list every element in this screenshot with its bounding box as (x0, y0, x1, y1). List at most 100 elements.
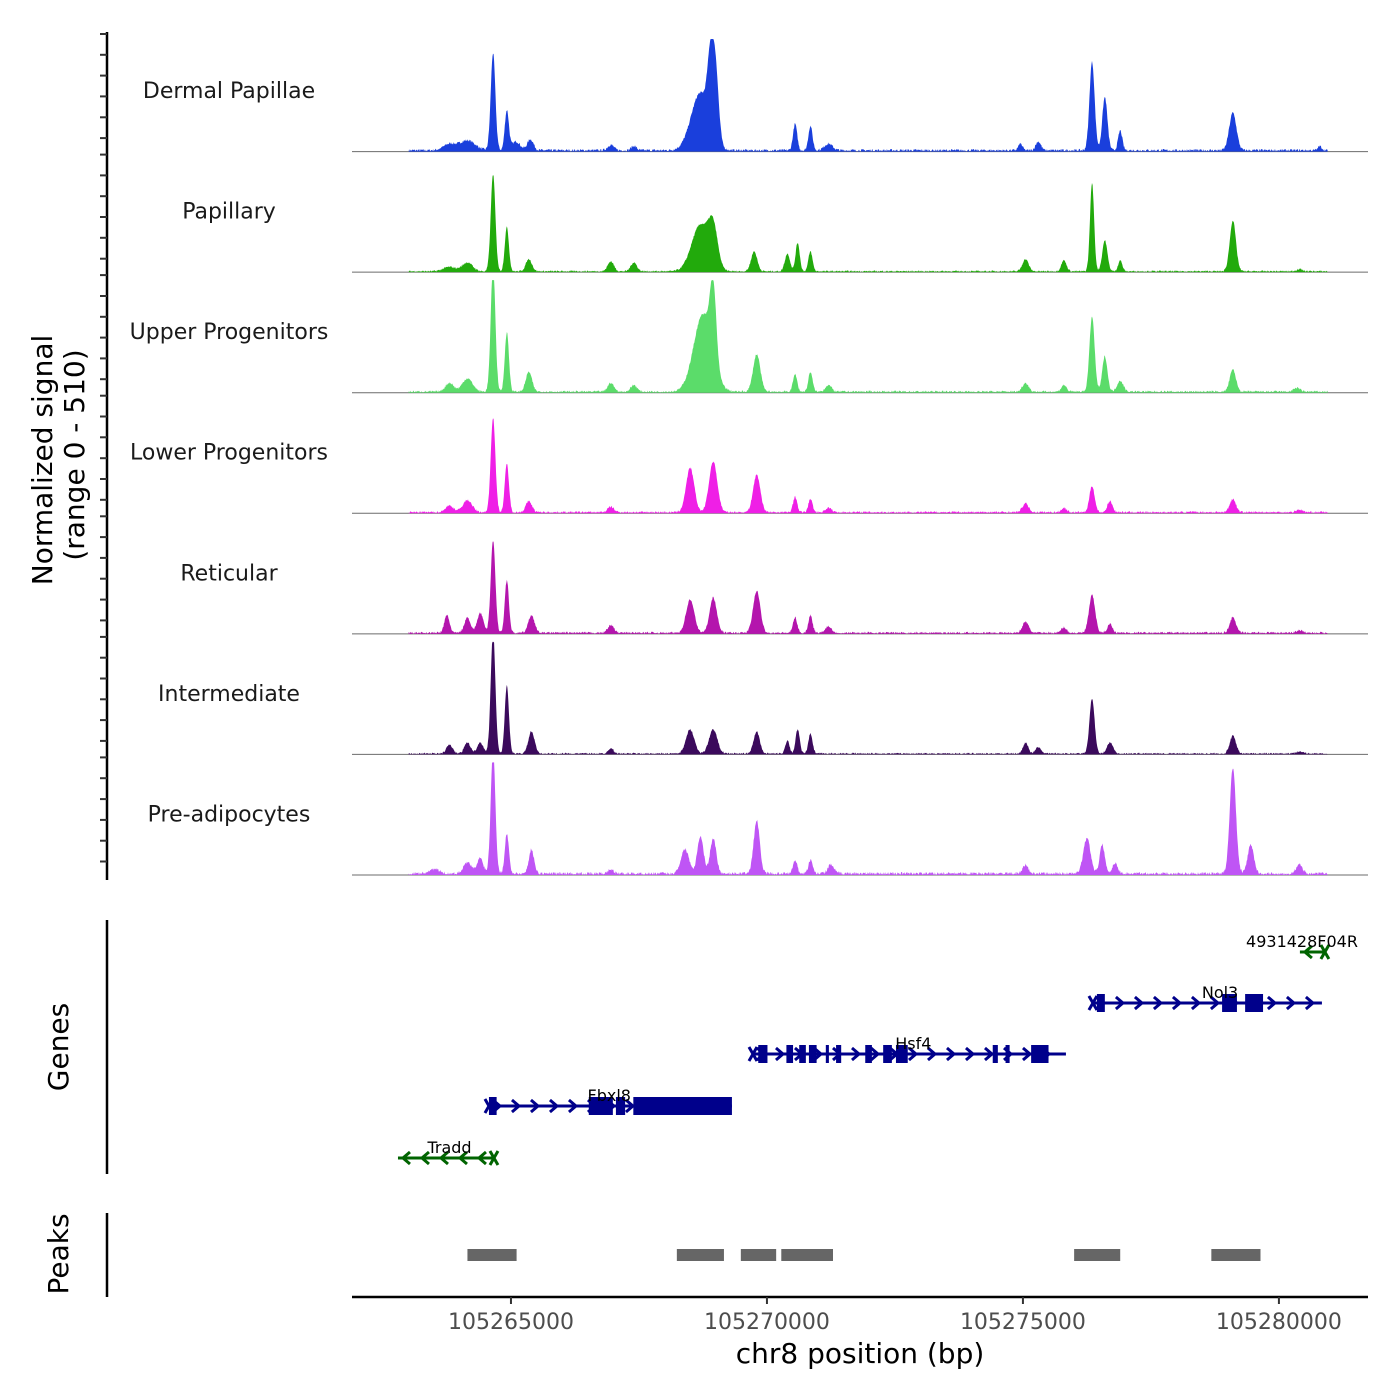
gene-exon (1031, 1045, 1049, 1063)
gene-start-cap (488, 1150, 500, 1166)
gene-start-cap (747, 1046, 759, 1062)
gene-hsf4: Hsf4 (747, 1034, 1066, 1063)
strand-arrow-icon (1190, 995, 1202, 1011)
strand-arrow-icon (1152, 995, 1164, 1011)
track-label: Pre-adipocytes (148, 802, 311, 827)
gene-exon (758, 1045, 768, 1063)
gene-exon (808, 1045, 817, 1063)
coverage-area (408, 174, 1328, 273)
gene-exon (865, 1045, 872, 1063)
gene-nol3: Nol3 (1087, 983, 1322, 1012)
strand-arrow-icon (926, 1046, 938, 1062)
coverage-track: Dermal Papillae (143, 39, 1368, 153)
coverage-area (408, 641, 1328, 755)
strand-arrow-icon (438, 1150, 449, 1166)
strand-arrow-icon (1285, 995, 1297, 1011)
gene-exon (786, 1045, 794, 1063)
gene-label: 4931428F04R (1246, 932, 1358, 951)
coverage-track: Papillary (182, 174, 1368, 273)
x-tick-label: 105275000 (960, 1310, 1086, 1335)
x-tick-label: 105280000 (1216, 1310, 1342, 1335)
gene-label: Hsf4 (895, 1034, 931, 1053)
gene-fbxl8: Fbxl8 (483, 1086, 732, 1115)
coverage-area (408, 762, 1328, 875)
strand-arrow-icon (1021, 1046, 1033, 1062)
gene-start-cap (1087, 995, 1099, 1011)
coverage-area (408, 39, 1328, 152)
strand-arrow-icon (1266, 995, 1278, 1011)
gene-exon (799, 1045, 806, 1063)
coverage-track: Upper Progenitors (130, 280, 1368, 394)
strand-arrow-icon (419, 1150, 430, 1166)
gene-start-cap (1319, 944, 1331, 960)
gene-exon (1245, 994, 1264, 1012)
strand-arrow-icon (529, 1098, 541, 1114)
strand-arrow-icon (850, 1046, 862, 1062)
strand-arrow-icon (1302, 944, 1313, 960)
y-axis-title-line1: Normalized signal (26, 335, 59, 586)
peaks-track-title: Peaks (42, 1213, 75, 1294)
strand-arrow-icon (1114, 995, 1126, 1011)
gene-exon (895, 1045, 908, 1063)
coverage-area (408, 418, 1328, 514)
track-label: Reticular (180, 561, 278, 586)
peak-region (781, 1249, 833, 1261)
gene-exon (883, 1045, 892, 1063)
track-label: Upper Progenitors (130, 320, 329, 345)
strand-arrow-icon (400, 1150, 411, 1166)
peak-region (676, 1249, 724, 1261)
track-label: Papillary (182, 200, 276, 225)
gene-label: Tradd (426, 1138, 471, 1157)
strand-arrow-icon (1304, 995, 1316, 1011)
gene-exon (992, 1045, 998, 1063)
strand-arrow-icon (624, 1098, 636, 1114)
gene-tradd: Tradd (397, 1138, 500, 1166)
peak-region (740, 1249, 777, 1261)
coverage-tracks: Dermal Papillae Papillary Upper Progenitor… (130, 39, 1368, 876)
x-axis-ticks: 105265000 105270000 105275000 105280000 (448, 1297, 1342, 1335)
gene-exon (633, 1097, 732, 1115)
gene-exon (836, 1045, 842, 1063)
strand-arrow-icon (774, 1046, 786, 1062)
gene-exon (825, 1045, 829, 1063)
strand-arrow-icon (964, 1046, 976, 1062)
coverage-area (408, 541, 1328, 634)
gene-exon (1005, 1045, 1010, 1063)
strand-arrow-icon (983, 1046, 995, 1062)
gene-exon (615, 1097, 626, 1115)
coverage-track: Reticular (180, 541, 1368, 635)
gene-4931428f04r: 4931428F04R (1246, 932, 1358, 960)
coverage-track: Intermediate (158, 641, 1368, 755)
strand-arrow-icon (476, 1150, 487, 1166)
coverage-area (408, 280, 1328, 393)
track-label: Dermal Papillae (143, 79, 315, 104)
strand-arrow-icon (510, 1098, 522, 1114)
y-axis-title-line2: (range 0 - 510) (58, 349, 91, 560)
gene-exon (1222, 994, 1237, 1012)
strand-arrow-icon (907, 1046, 919, 1062)
track-label: Intermediate (158, 682, 300, 707)
gene-label: Fbxl8 (588, 1086, 631, 1105)
peak-region (1211, 1249, 1261, 1261)
coverage-track: Lower Progenitors (130, 418, 1368, 514)
strand-arrow-icon (1209, 995, 1221, 1011)
gene-exon (1096, 994, 1105, 1012)
strand-arrow-icon (567, 1098, 579, 1114)
coverage-y-axis (100, 32, 109, 880)
gene-label: Nol3 (1202, 983, 1238, 1002)
peak-region (1074, 1249, 1121, 1261)
track-label: Lower Progenitors (130, 441, 328, 466)
genes-track: Tradd Fbxl8 Hsf4 Nol3 4931428F04R (397, 932, 1358, 1166)
strand-arrow-icon (457, 1150, 468, 1166)
x-axis-title: chr8 position (bp) (736, 1337, 985, 1370)
x-tick-label: 105270000 (704, 1310, 830, 1335)
gene-exon (488, 1097, 497, 1115)
strand-arrow-icon (1171, 995, 1183, 1011)
strand-arrow-icon (548, 1098, 560, 1114)
x-tick-label: 105265000 (448, 1310, 574, 1335)
strand-arrow-icon (945, 1046, 957, 1062)
gene-exon (588, 1097, 613, 1115)
peaks-track (467, 1249, 1261, 1261)
peak-region (467, 1249, 517, 1261)
